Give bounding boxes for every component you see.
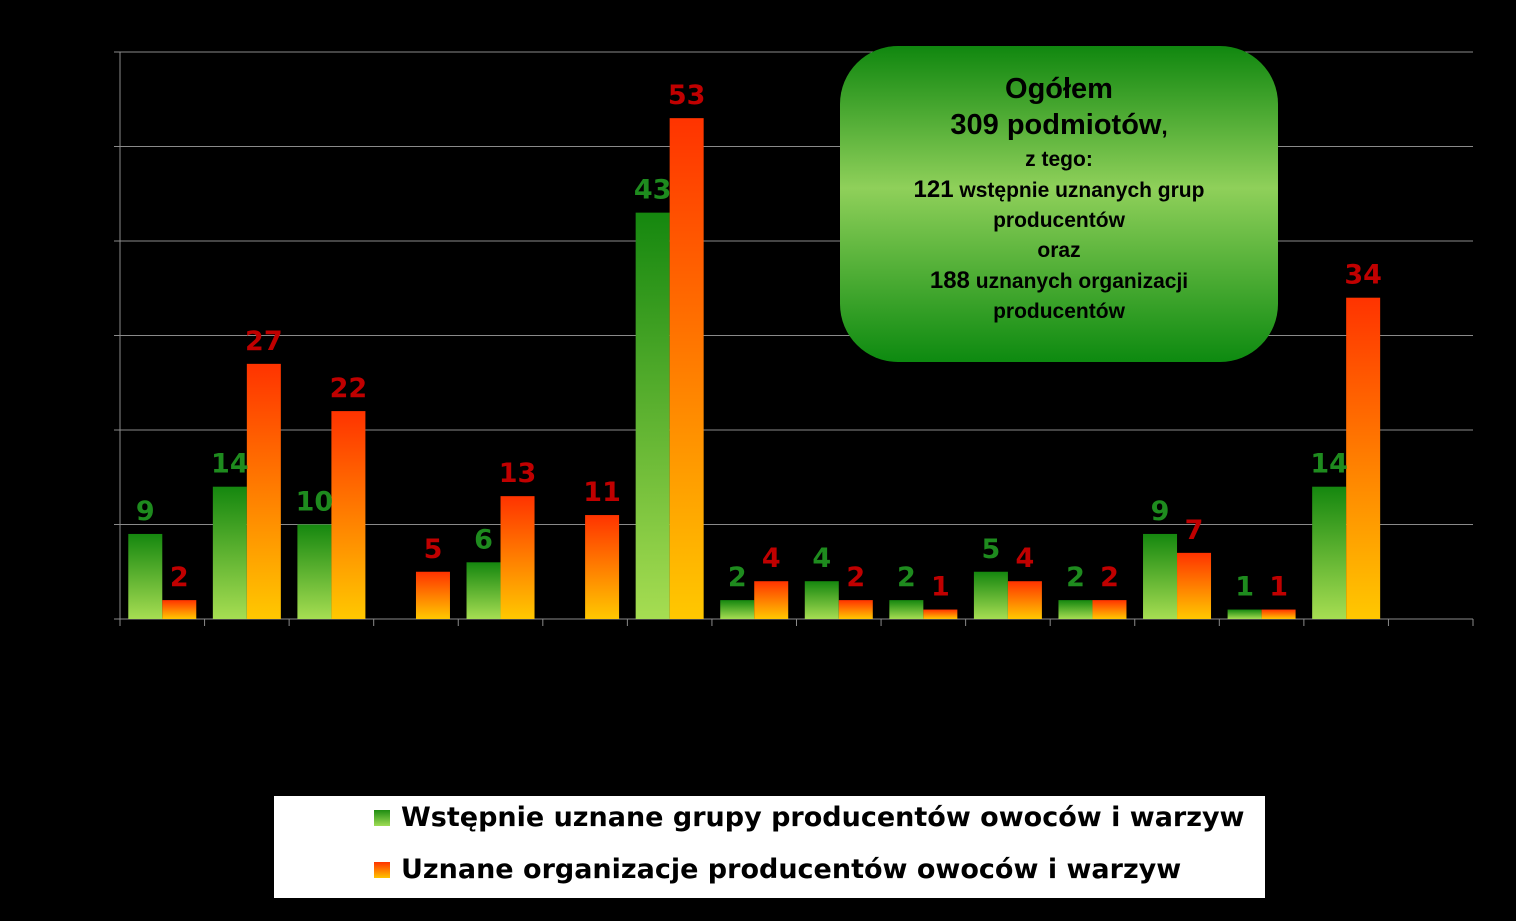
data-label-orgs: 5: [424, 534, 443, 565]
bar-orgs: [1007, 581, 1042, 619]
bar-orgs: [585, 515, 620, 619]
bar-orgs: [162, 600, 197, 619]
bar-orgs: [246, 363, 281, 619]
bar-groups: [466, 562, 501, 619]
bar-groups: [212, 486, 247, 619]
data-label-orgs: 34: [1344, 260, 1382, 291]
summary-total: 309 podmiotów,: [950, 109, 1168, 141]
summary-orgs-cont: producentów: [993, 300, 1125, 323]
bar-groups: [1312, 486, 1347, 619]
bar-orgs: [838, 600, 873, 619]
legend-swatch-orange: [374, 861, 390, 878]
legend-label-orgs: Uznane organizacje producentów owoców i …: [401, 854, 1182, 885]
bar-orgs: [1346, 297, 1381, 619]
summary-box: Ogółem 309 podmiotów, z tego: 121 wstępn…: [840, 46, 1278, 362]
bar-orgs: [754, 581, 789, 619]
bar-groups: [1058, 600, 1093, 619]
data-label-orgs: 53: [668, 80, 706, 111]
data-label-groups: 6: [474, 524, 493, 555]
data-label-groups: 10: [296, 487, 334, 518]
summary-groups-cont: producentów: [993, 209, 1125, 232]
bars: [128, 118, 1381, 620]
data-label-orgs: 4: [762, 543, 781, 574]
data-label-orgs: 27: [245, 326, 283, 357]
data-label-orgs: 11: [583, 477, 621, 508]
bar-orgs: [1177, 552, 1212, 619]
data-label-groups: 9: [136, 496, 155, 527]
data-label-groups: 2: [1066, 562, 1085, 593]
bar-orgs: [1092, 600, 1127, 619]
bar-orgs: [331, 411, 366, 619]
bar-groups: [804, 581, 839, 619]
legend-item-groups: Wstępnie uznane grupy producentów owoców…: [374, 802, 1245, 833]
bar-groups: [720, 600, 755, 619]
data-label-groups: 43: [634, 175, 672, 206]
bar-groups: [1143, 533, 1178, 619]
bar-orgs: [415, 571, 450, 619]
bar-groups: [128, 533, 163, 619]
bar-groups: [635, 212, 670, 619]
bar-orgs: [669, 118, 704, 620]
data-label-groups: 14: [1310, 449, 1348, 480]
data-label-groups: 4: [812, 543, 831, 574]
legend: Wstępnie uznane grupy producentów owoców…: [274, 796, 1265, 898]
data-label-orgs: 13: [499, 458, 537, 489]
data-label-groups: 2: [728, 562, 747, 593]
data-label-orgs: 22: [330, 373, 368, 404]
bar-orgs: [500, 496, 535, 619]
data-label-groups: 1: [1235, 572, 1254, 603]
summary-of-which: z tego:: [1025, 148, 1093, 171]
bar-groups: [1227, 609, 1262, 619]
bar-groups: [973, 571, 1008, 619]
summary-title: Ogółem: [1005, 73, 1113, 105]
bar-orgs: [1261, 609, 1296, 619]
data-label-orgs: 1: [1269, 572, 1288, 603]
bar-orgs: [923, 609, 958, 619]
legend-item-orgs: Uznane organizacje producentów owoców i …: [374, 854, 1181, 885]
summary-and: oraz: [1037, 239, 1081, 262]
data-label-groups: 2: [897, 562, 916, 593]
data-label-groups: 9: [1151, 496, 1170, 527]
bar-groups: [297, 524, 332, 619]
data-label-orgs: 2: [846, 562, 865, 593]
data-label-orgs: 7: [1185, 515, 1204, 546]
data-label-groups: 5: [982, 534, 1001, 565]
data-label-groups: 14: [211, 449, 249, 480]
data-label-orgs: 2: [1100, 562, 1119, 593]
bar-groups: [889, 600, 924, 619]
legend-label-groups: Wstępnie uznane grupy producentów owoców…: [401, 802, 1245, 833]
legend-swatch-green: [374, 809, 390, 826]
summary-groups: 121 wstępnie uznanych grup: [913, 176, 1205, 203]
data-label-orgs: 2: [170, 562, 189, 593]
data-label-orgs: 4: [1016, 543, 1035, 574]
summary-orgs: 188 uznanych organizacji: [929, 267, 1189, 294]
data-label-orgs: 1: [931, 572, 950, 603]
